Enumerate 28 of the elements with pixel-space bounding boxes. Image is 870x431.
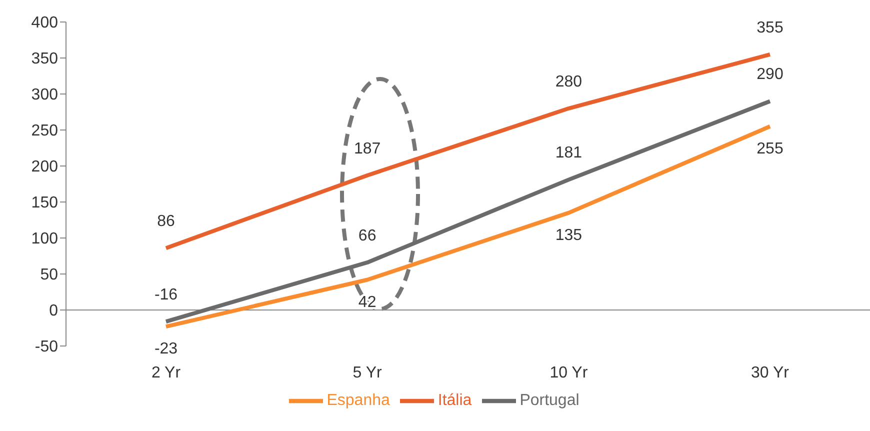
x-tick-label: 5 Yr — [352, 364, 383, 382]
data-label: 255 — [756, 140, 784, 158]
data-label: -16 — [154, 286, 178, 304]
data-label: 290 — [756, 66, 784, 84]
x-tick-label: 2 Yr — [151, 364, 182, 382]
data-label: 66 — [358, 227, 376, 244]
data-label: 355 — [756, 19, 784, 36]
y-tick-label: 100 — [31, 230, 58, 248]
legend-label: Portugal — [520, 392, 580, 410]
data-label: 181 — [555, 144, 582, 162]
x-tick-label: 30 Yr — [751, 364, 790, 382]
y-tick-label: 50 — [40, 266, 58, 284]
data-label: 187 — [354, 140, 381, 158]
legend-label: Espanha — [326, 392, 390, 410]
y-tick-label: 350 — [31, 50, 58, 68]
data-label: -23 — [154, 340, 178, 358]
y-tick-label: 250 — [31, 122, 58, 140]
y-tick-label: 300 — [31, 86, 58, 104]
data-label: 280 — [555, 73, 582, 90]
y-tick-label: 400 — [31, 14, 58, 32]
legend-label: Itália — [438, 392, 472, 410]
y-tick-label: -50 — [34, 338, 58, 356]
y-tick-label: 0 — [49, 302, 58, 320]
y-tick-label: 150 — [31, 194, 58, 212]
data-label: 135 — [555, 226, 582, 244]
data-label: 86 — [157, 213, 175, 230]
y-tick-label: 200 — [31, 158, 58, 176]
x-tick-label: 10 Yr — [550, 364, 588, 382]
